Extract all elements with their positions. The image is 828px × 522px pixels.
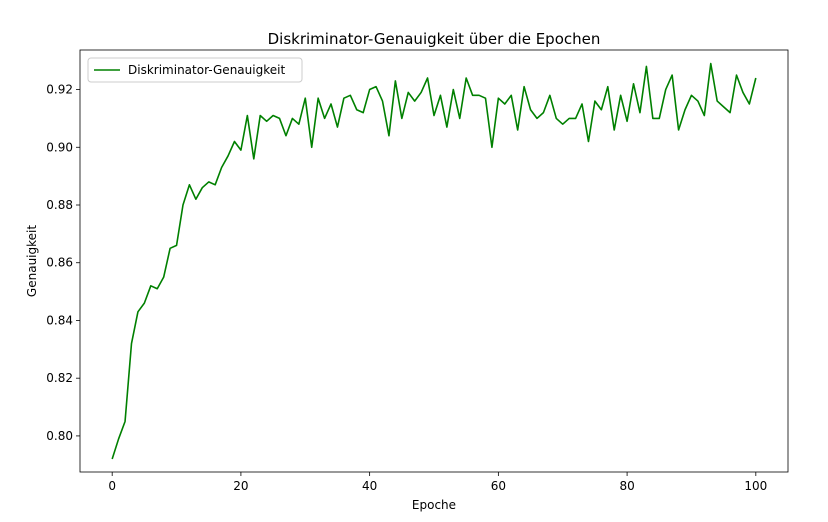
y-tick-label: 0.82 xyxy=(46,371,73,385)
x-tick-label: 0 xyxy=(108,479,116,493)
y-tick-label: 0.84 xyxy=(46,313,73,327)
plot-area: 0 20 40 60 80 100 0.80 0.82 0.84 0.86 0.88 0.90 0.92 xyxy=(46,49,789,493)
legend-box xyxy=(87,57,303,83)
legend-entry: Diskriminator-Genauigkeit xyxy=(128,63,285,77)
y-axis-label: Genauigkeit xyxy=(25,225,39,297)
x-tick-label: 40 xyxy=(362,479,377,493)
legend: Diskriminator-Genauigkeit xyxy=(87,57,303,83)
x-axis-label: Epoche xyxy=(412,498,456,512)
x-tick-label: 60 xyxy=(491,479,506,493)
y-tick-label: 0.92 xyxy=(46,83,73,97)
y-tick-label: 0.90 xyxy=(46,140,73,154)
chart-title: Diskriminator-Genauigkeit über die Epoch… xyxy=(268,30,601,48)
axes-frame xyxy=(79,49,789,473)
series-line xyxy=(111,62,757,460)
y-tick-label: 0.80 xyxy=(46,429,73,443)
y-tick-label: 0.86 xyxy=(46,256,73,270)
x-tick-label: 100 xyxy=(744,479,767,493)
x-tick-label: 80 xyxy=(619,479,634,493)
y-tick-label: 0.88 xyxy=(46,198,73,212)
x-tick-label: 20 xyxy=(233,479,248,493)
